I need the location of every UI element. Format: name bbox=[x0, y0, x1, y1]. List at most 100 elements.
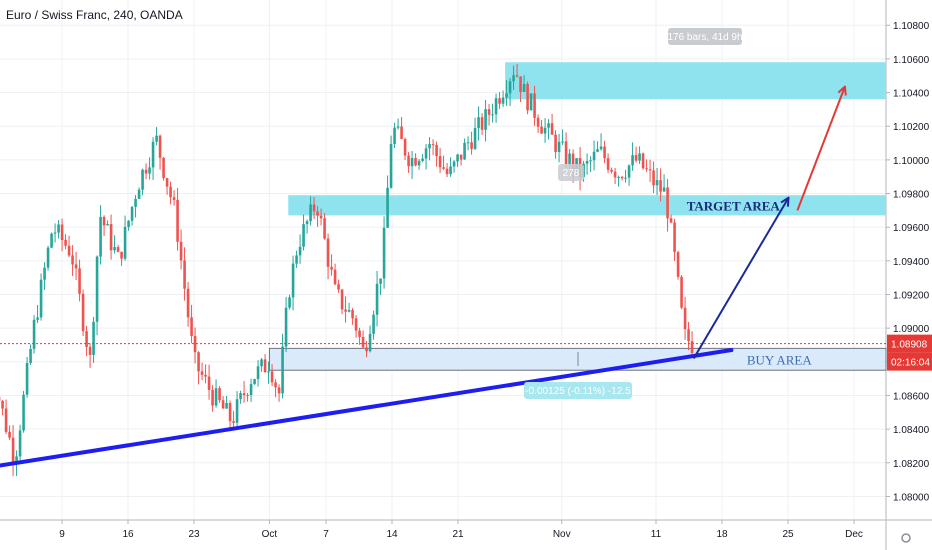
y-tick-label: 1.09200 bbox=[893, 290, 930, 301]
candle-body bbox=[36, 317, 39, 320]
candle-body bbox=[620, 176, 624, 179]
candle-body bbox=[617, 176, 620, 178]
candle-body bbox=[662, 187, 666, 192]
candle-body bbox=[599, 146, 603, 150]
candle-body bbox=[141, 169, 144, 190]
candle-body bbox=[183, 260, 186, 289]
candle-body bbox=[550, 123, 554, 135]
y-tick-label: 1.08200 bbox=[893, 459, 930, 470]
candle-body bbox=[78, 268, 81, 294]
settings-gear-icon[interactable] bbox=[901, 533, 911, 543]
candle-body bbox=[277, 387, 281, 394]
candle-body bbox=[270, 371, 274, 383]
y-tick-label: 1.10000 bbox=[893, 156, 930, 167]
candle-body bbox=[179, 241, 183, 261]
candle-body bbox=[148, 167, 151, 174]
candle-body bbox=[186, 288, 190, 318]
x-tick-label: 7 bbox=[323, 529, 329, 540]
candle-body bbox=[312, 204, 316, 212]
candle-body bbox=[652, 170, 655, 186]
candle-body bbox=[18, 430, 22, 457]
y-tick-label: 1.09800 bbox=[893, 190, 930, 201]
y-tick-label: 1.09600 bbox=[893, 223, 930, 234]
candle-body bbox=[106, 224, 109, 226]
candle-body bbox=[470, 142, 473, 149]
candle-body bbox=[176, 199, 179, 242]
y-tick-label: 1.10600 bbox=[893, 55, 930, 66]
candle-body bbox=[246, 395, 249, 397]
trendline[interactable] bbox=[0, 348, 734, 468]
candle-body bbox=[400, 126, 403, 140]
candle-body bbox=[452, 161, 456, 167]
x-tick-label: 18 bbox=[716, 529, 728, 540]
y-tick-label: 1.08600 bbox=[893, 391, 930, 402]
countdown-text: 02:16:04 bbox=[891, 358, 930, 369]
candle-body bbox=[557, 141, 561, 152]
candle-body bbox=[134, 198, 137, 207]
candle-body bbox=[50, 233, 53, 248]
projection-arrow-red[interactable] bbox=[796, 88, 844, 211]
candle-body bbox=[389, 143, 393, 188]
candle-body bbox=[421, 158, 424, 161]
candle-body bbox=[218, 388, 221, 401]
buy-area-label: BUY AREA bbox=[747, 352, 812, 367]
y-tick-label: 1.10400 bbox=[893, 89, 930, 100]
candle-body bbox=[410, 158, 414, 167]
candle-body bbox=[519, 76, 522, 93]
candle-body bbox=[634, 155, 638, 161]
candle-body bbox=[71, 255, 74, 265]
chart-title: Euro / Swiss Franc, 240, OANDA bbox=[6, 8, 183, 22]
candle-body bbox=[263, 359, 267, 373]
candle-body bbox=[200, 371, 204, 375]
candle-body bbox=[347, 310, 351, 312]
candle-body bbox=[456, 154, 459, 162]
candle-body bbox=[239, 393, 242, 400]
candle-body bbox=[11, 437, 15, 464]
candle-body bbox=[442, 167, 445, 169]
x-tick-label: 11 bbox=[651, 529, 662, 540]
candle-body bbox=[319, 215, 323, 219]
bars-label-text: 176 bars, 41d 9h bbox=[667, 32, 742, 43]
candle-body bbox=[522, 83, 526, 93]
candle-body bbox=[676, 252, 680, 277]
candle-body bbox=[232, 421, 235, 423]
candle-body bbox=[302, 224, 305, 247]
candle-body bbox=[365, 347, 368, 352]
candle-body bbox=[235, 399, 239, 423]
candle-body bbox=[606, 158, 610, 170]
candle-body bbox=[417, 160, 421, 166]
candle-body bbox=[333, 269, 337, 285]
candle-body bbox=[480, 117, 484, 130]
candle-body bbox=[666, 187, 669, 219]
candle-body bbox=[316, 211, 319, 216]
candle-body bbox=[323, 218, 326, 239]
candle-body bbox=[463, 142, 466, 160]
candle-body bbox=[655, 180, 659, 186]
countdown-badge bbox=[887, 352, 932, 371]
x-tick-label: 9 bbox=[59, 529, 65, 540]
candle-body bbox=[466, 142, 470, 144]
candle-body bbox=[337, 284, 340, 290]
candle-body bbox=[372, 314, 375, 334]
candle-body bbox=[274, 382, 277, 388]
candle-body bbox=[554, 134, 557, 152]
bars-label-2-text: 278 bbox=[563, 168, 580, 179]
candle-body bbox=[477, 117, 480, 129]
candle-body bbox=[435, 144, 438, 157]
candle-body bbox=[169, 186, 172, 198]
candle-body bbox=[158, 135, 162, 158]
candle-body bbox=[88, 346, 92, 355]
candle-body bbox=[473, 128, 477, 149]
y-tick-label: 1.10200 bbox=[893, 122, 930, 133]
candle-body bbox=[424, 148, 428, 159]
candle-body bbox=[449, 166, 452, 175]
candle-body bbox=[67, 245, 71, 256]
candle-body bbox=[529, 93, 533, 111]
candle-body bbox=[102, 216, 106, 226]
projection-arrow-blue[interactable] bbox=[692, 199, 788, 359]
candle-body bbox=[74, 264, 78, 269]
candle-body bbox=[162, 157, 165, 179]
candle-body bbox=[379, 278, 382, 284]
candle-body bbox=[690, 341, 694, 354]
